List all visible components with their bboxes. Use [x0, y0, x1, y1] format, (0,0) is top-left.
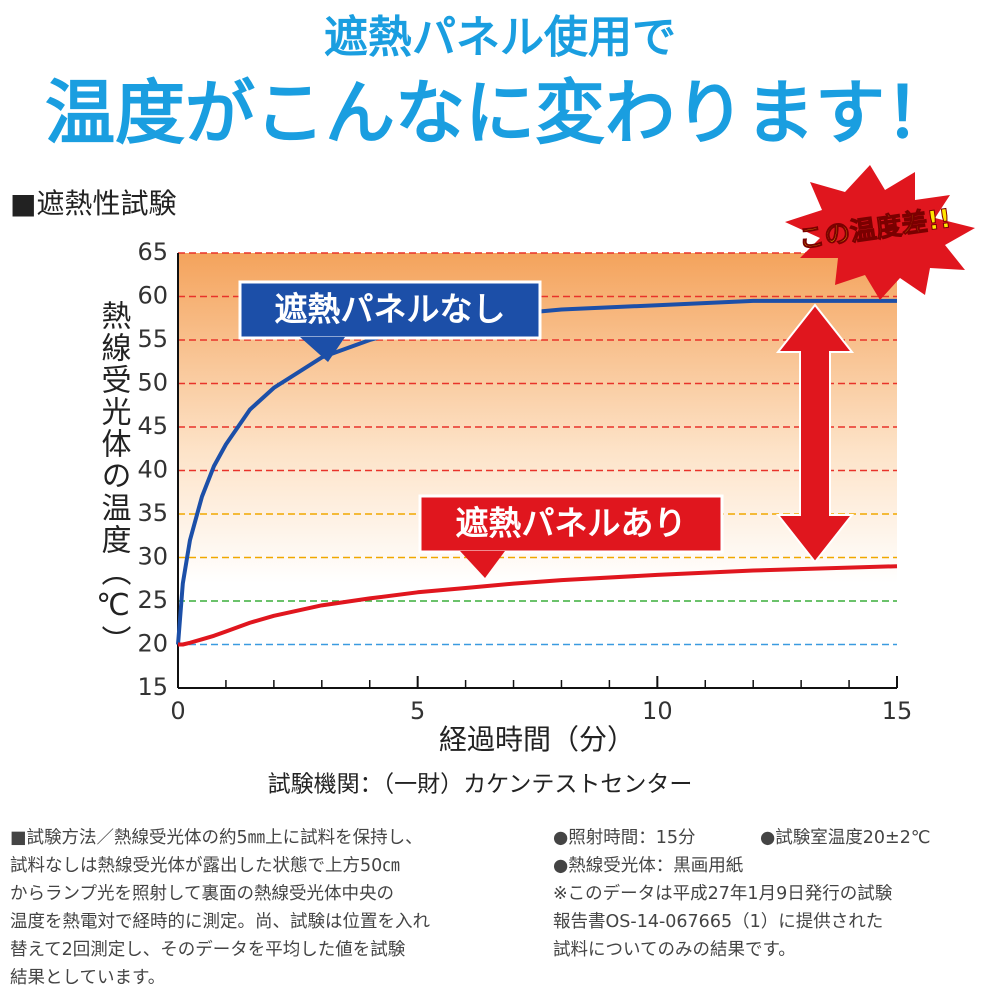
y-tick-label: 20	[137, 630, 168, 658]
note-line: 替えて2回測定し、そのデータを平均した値を試験	[10, 939, 406, 960]
note-line: 試料なしは熱線受光体が露出した状態で上方50㎝	[10, 856, 400, 876]
note-line: ※このデータは平成27年1月9日発行の試験	[553, 883, 893, 904]
note-line: 温度を熱電対で経時的に測定。尚、試験は位置を入れ	[10, 912, 430, 932]
title: 温度がこんなに変わります！	[45, 72, 955, 154]
plot: 15 20 25 30 35 40 45 50 55 60 65 0 5 10 15 経過時間（分） 熱線受光体…	[96, 238, 913, 798]
difference-arrow	[775, 303, 855, 564]
x-axis-label: 経過時間（分）	[439, 723, 635, 756]
y-tick-label: 30	[137, 543, 168, 571]
title: 遮熱パネル使用で	[324, 12, 676, 63]
y-tick-label: 50	[137, 369, 168, 397]
legend-label: 遮熱パネルなし	[275, 290, 506, 329]
legend-label: 遮熱パネルあり	[456, 504, 687, 543]
note-line: 試料についてのみの結果です。	[553, 940, 796, 960]
legend-pointer	[460, 551, 505, 578]
x-tick-label: 0	[170, 697, 185, 725]
note-line: ●試験室温度20±2℃	[760, 828, 931, 848]
y-tick-label: 55	[137, 325, 168, 353]
series-line	[178, 564, 898, 647]
y-tick-label: 25	[137, 586, 168, 614]
y-tick-label: 65	[137, 238, 168, 266]
note-line: ●熱線受光体：黒画用紙	[553, 856, 743, 876]
y-tick-label: 40	[137, 456, 168, 484]
x-tick-label: 15	[882, 697, 913, 725]
note-line: ●照射時間：15分	[553, 828, 696, 848]
legend-box	[238, 280, 542, 340]
series-line	[176, 298, 897, 645]
y-axis-label: 熱線受光体の温度（℃）	[96, 300, 132, 657]
y-tick-label: 15	[137, 673, 168, 701]
note-line: ■試験方法／熱線受光体の約5㎜上に試料を保持し、	[10, 828, 423, 848]
starburst	[785, 165, 975, 300]
notes: ■試験方法／熱線受光体の約5㎜上に試料を保持し、試料なしは熱線受光体が露出した状…	[10, 828, 931, 988]
legend-pointer	[300, 337, 345, 362]
section-label: ■遮熱性試験	[10, 187, 176, 220]
note-line: 報告書OS-14-067665（1）に提供された	[553, 912, 883, 932]
note-line: 結果としています。	[10, 968, 165, 988]
y-tick-label: 35	[137, 499, 168, 527]
x-tick-label: 10	[642, 697, 673, 725]
x-tick-label: 5	[410, 697, 425, 725]
y-tick-label: 45	[137, 412, 168, 440]
legend-box	[418, 494, 724, 554]
y-tick-label: 60	[137, 282, 168, 310]
note-line: からランプ光を照射して裏面の熱線受光体中央の	[10, 883, 394, 904]
source: 試験機関：（一財）カケンテストセンター	[268, 772, 693, 798]
